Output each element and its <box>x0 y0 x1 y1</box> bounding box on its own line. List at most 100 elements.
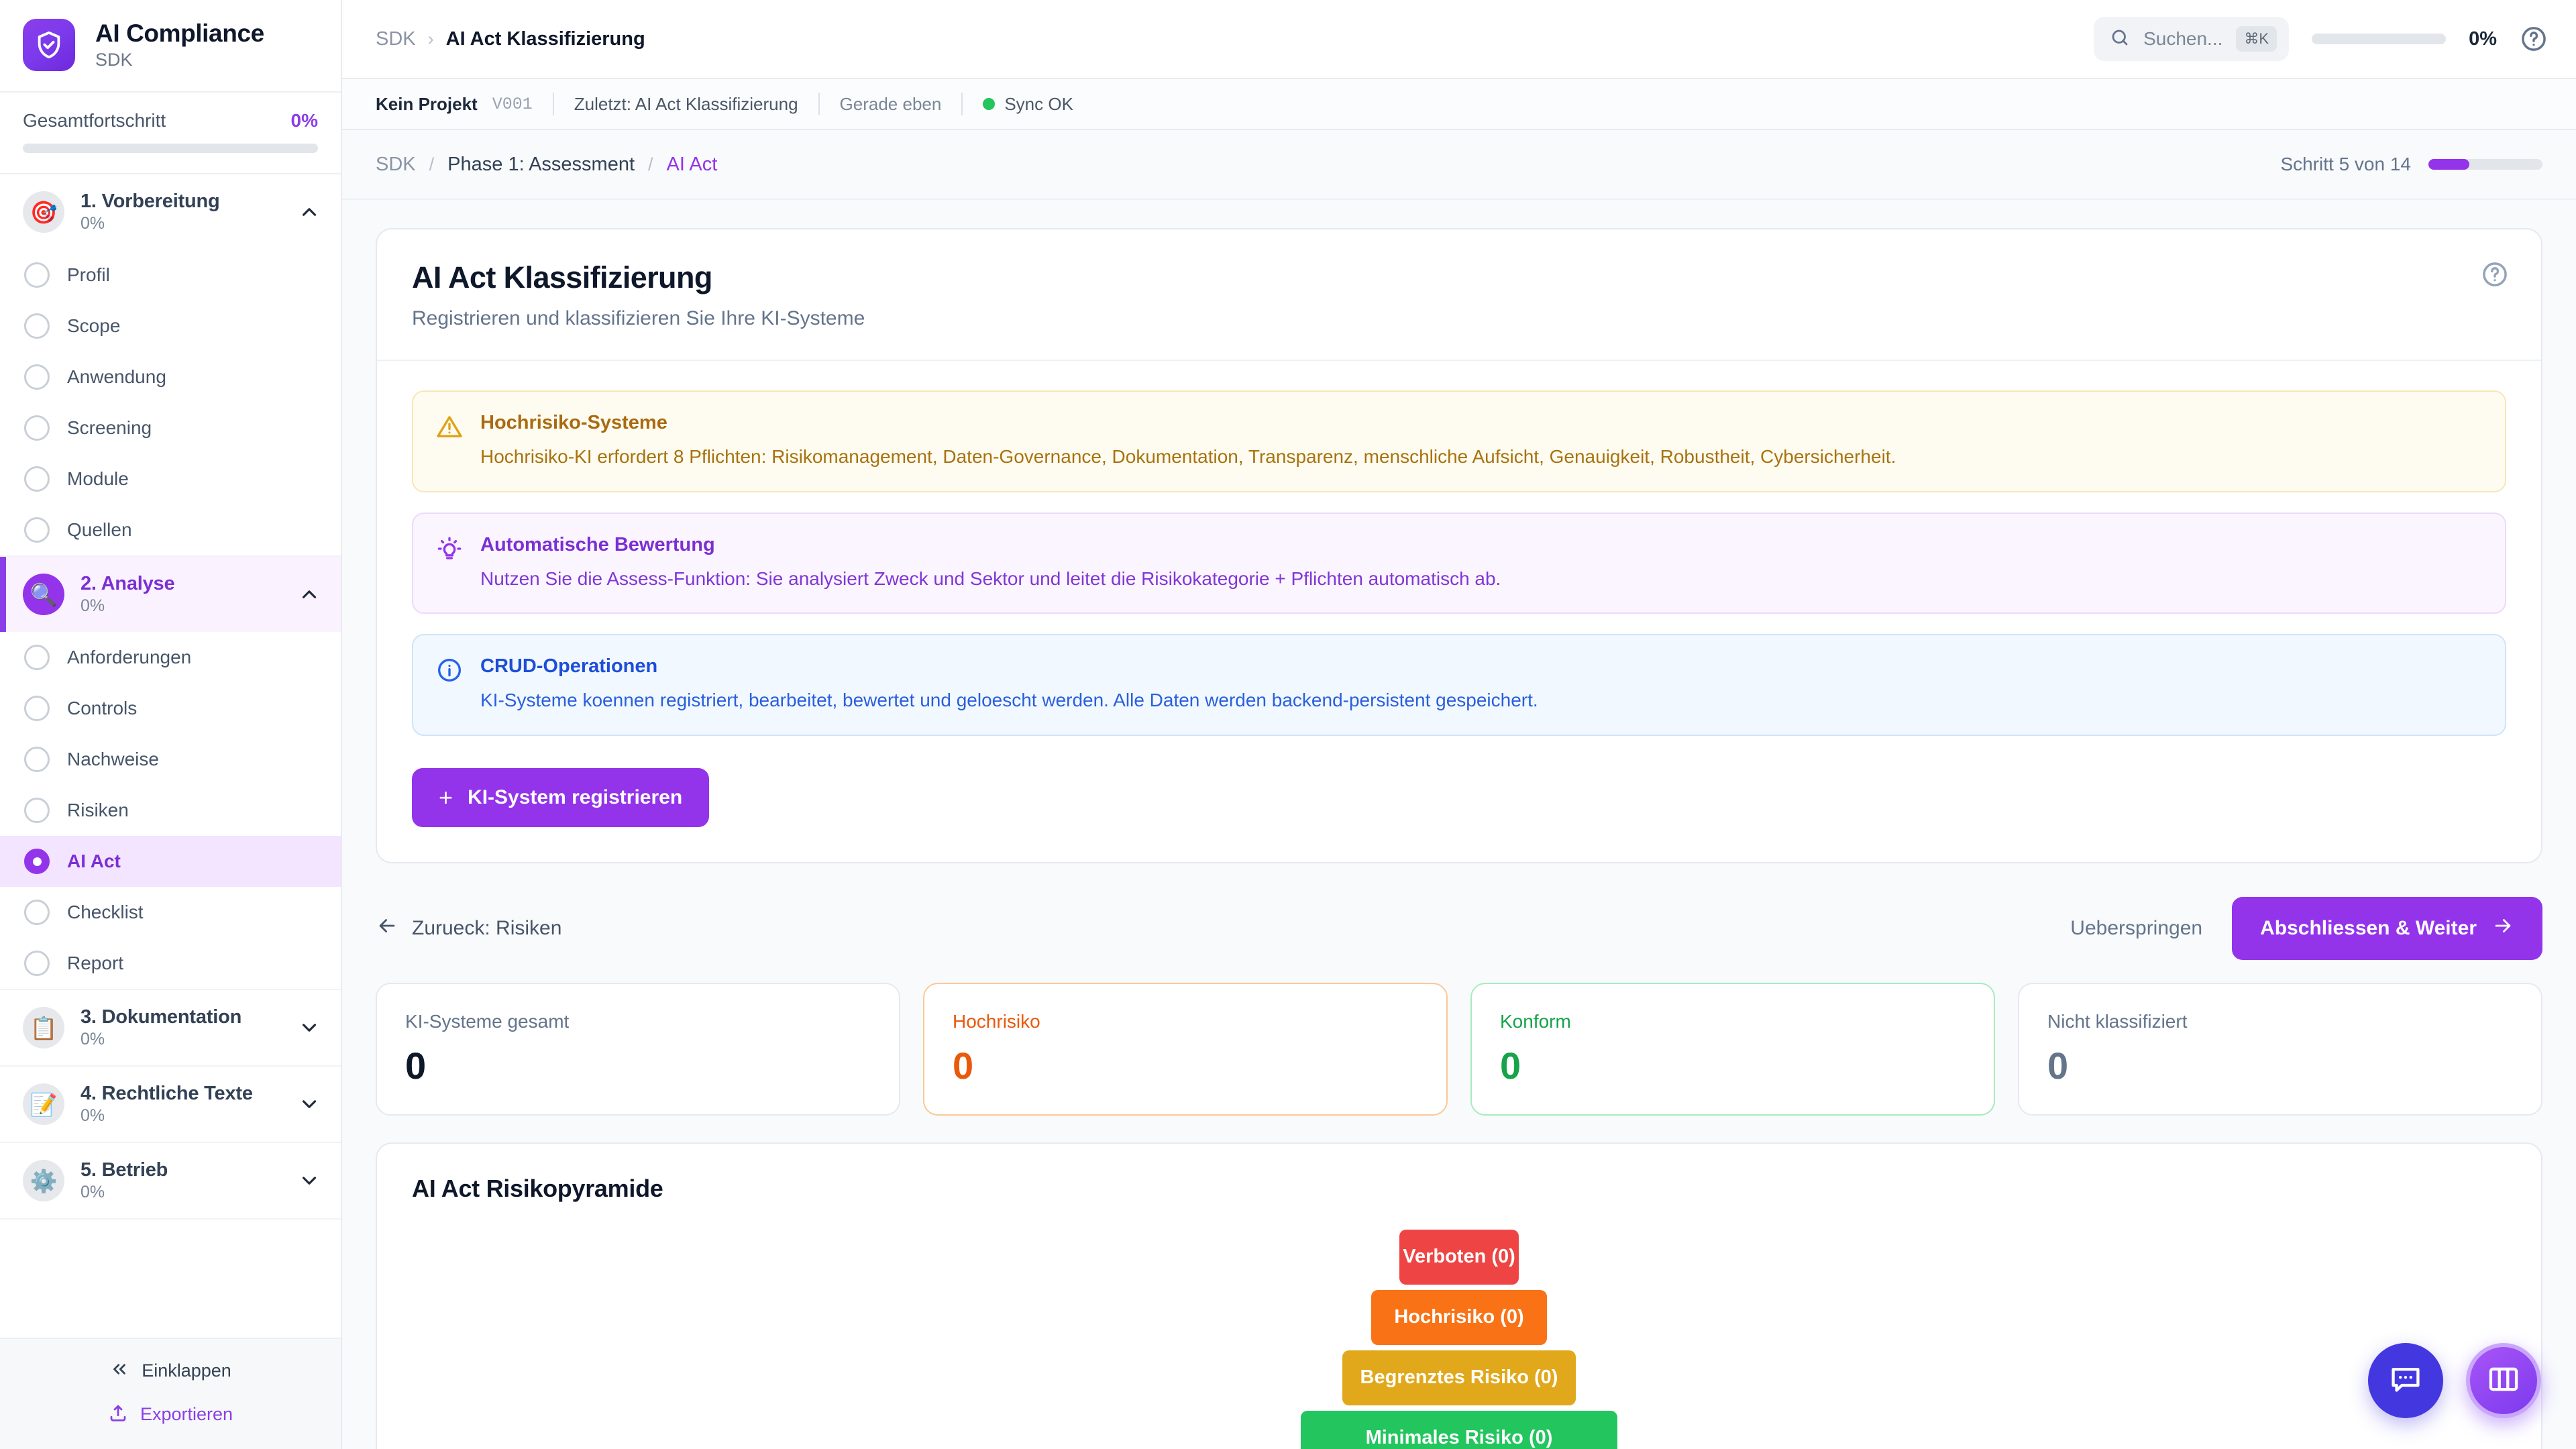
divider <box>818 93 820 115</box>
breadcrumb-item-1[interactable]: Phase 1: Assessment <box>447 153 635 175</box>
chevron-up-icon[interactable] <box>298 583 321 606</box>
stat-label: Nicht klassifiziert <box>2047 1010 2188 1032</box>
finish-and-continue-button[interactable]: Abschliessen & Weiter <box>2232 896 2542 960</box>
sidebar-item-nachweise[interactable]: Nachweise <box>0 734 341 785</box>
stat-label: Konform <box>1500 1010 1571 1032</box>
overall-progress-track <box>23 144 318 153</box>
sidebar-item-report[interactable]: Report <box>0 938 341 989</box>
help-circle-icon[interactable] <box>2520 25 2548 53</box>
stat-value: 0 <box>405 1044 427 1087</box>
sidebar-section-vorbereitung: 🎯 1. Vorbereitung 0% Profil Scope Anwendung Sc… <box>0 174 341 557</box>
sidebar-section-header-rechtliche-texte[interactable]: 📝 4. Rechtliche Texte 0% <box>0 1067 341 1142</box>
sidebar-item-anforderungen[interactable]: Anforderungen <box>0 632 341 683</box>
finish-button-label: Abschliessen & Weiter <box>2260 916 2477 939</box>
divider <box>961 93 963 115</box>
alert-title: Automatische Bewertung <box>480 533 715 555</box>
alert-text: KI-Systeme koennen registriert, bearbeit… <box>480 690 1538 711</box>
meta-last-action: Zuletzt: AI Act Klassifizierung <box>574 93 798 114</box>
sidebar-item-quellen[interactable]: Quellen <box>0 504 341 555</box>
section-emoji-icon: 🔍 <box>23 574 64 615</box>
search-input[interactable]: Suchen... ⌘K <box>2094 17 2290 61</box>
alert-text: Hochrisiko-KI erfordert 8 Pflichten: Ris… <box>480 446 1896 467</box>
sidebar-item-anwendung[interactable]: Anwendung <box>0 352 341 402</box>
alert-auto-assessment: Automatische Bewertung Nutzen Sie die As… <box>412 512 2506 614</box>
sidebar-section-rechtliche-texte: 📝 4. Rechtliche Texte 0% <box>0 1067 341 1143</box>
sidebar-item-controls[interactable]: Controls <box>0 683 341 734</box>
sidebar-item-screening[interactable]: Screening <box>0 402 341 453</box>
panel-fab-button[interactable] <box>2466 1343 2541 1418</box>
chevron-down-icon[interactable] <box>298 1016 321 1039</box>
sidebar-item-label: AI Act <box>67 851 121 871</box>
back-button[interactable]: Zurueck: Risiken <box>376 914 561 943</box>
section-emoji-icon: 🎯 <box>23 191 64 233</box>
chevrons-left-icon <box>109 1359 129 1383</box>
step-navigation: Zurueck: Risiken Ueberspringen Abschlies… <box>376 890 2542 983</box>
chevron-up-icon[interactable] <box>298 201 321 223</box>
sidebar-item-ai-act[interactable]: AI Act <box>0 836 341 887</box>
topbar-breadcrumb-root[interactable]: SDK <box>376 28 416 50</box>
register-ai-system-button[interactable]: + KI-System registrieren <box>412 767 710 827</box>
info-circle-icon <box>436 657 463 684</box>
content-scroll: AI Act Klassifizierung Registrieren und … <box>342 200 2576 1449</box>
sync-status-label: Sync OK <box>1004 93 1073 114</box>
arrow-right-icon <box>2491 914 2514 943</box>
sidebar-section-header-analyse[interactable]: 🔍 2. Analyse 0% <box>0 557 341 632</box>
topbar-breadcrumb: SDK › AI Act Klassifizierung <box>376 28 645 50</box>
alert-title: CRUD-Operationen <box>480 655 658 678</box>
export-button[interactable]: Exportieren <box>108 1403 233 1426</box>
collapse-sidebar-button[interactable]: Einklappen <box>109 1359 231 1383</box>
stats-grid: KI-Systeme gesamt 0 Hochrisiko 0 Konform 0 Nic… <box>376 982 2542 1116</box>
topbar-progress-percent: 0% <box>2469 28 2497 50</box>
skip-button[interactable]: Ueberspringen <box>2070 916 2203 939</box>
chevron-down-icon[interactable] <box>298 1169 321 1192</box>
breadcrumb-item-0[interactable]: SDK <box>376 153 416 175</box>
meta-time: Gerade eben <box>839 93 942 114</box>
upload-icon <box>108 1403 128 1426</box>
sidebar-item-module[interactable]: Module <box>0 453 341 504</box>
floating-action-buttons <box>2368 1343 2541 1418</box>
collapse-sidebar-label: Einklappen <box>142 1360 231 1381</box>
sidebar-item-scope[interactable]: Scope <box>0 301 341 352</box>
export-label: Exportieren <box>140 1404 233 1424</box>
sidebar-section-header-betrieb[interactable]: ⚙️ 5. Betrieb 0% <box>0 1143 341 1218</box>
sidebar-section-analyse: 🔍 2. Analyse 0% Anforderungen Controls Nachwe… <box>0 557 341 990</box>
section-percent: 0% <box>80 596 105 615</box>
help-circle-icon[interactable] <box>2481 260 2509 288</box>
search-icon <box>2110 28 2130 51</box>
sidebar-item-label: Module <box>67 468 129 489</box>
overall-progress-label: Gesamtfortschritt <box>23 110 166 131</box>
pyramid-tier-2: Begrenztes Risiko (0) <box>1342 1350 1576 1405</box>
alert-triangle-icon <box>436 413 463 440</box>
page-title: AI Act Klassifizierung <box>412 260 712 294</box>
sidebar-item-profil[interactable]: Profil <box>0 250 341 301</box>
sidebar-item-checklist[interactable]: Checklist <box>0 887 341 938</box>
stat-card-konform: Konform 0 <box>1470 982 1995 1116</box>
sidebar-section-dokumentation: 📋 3. Dokumentation 0% <box>0 990 341 1067</box>
metabar: Kein Projekt V001 Zuletzt: AI Act Klassi… <box>342 79 2576 130</box>
breadcrumb: SDK / Phase 1: Assessment / AI Act <box>376 154 717 176</box>
meta-project: Kein Projekt <box>376 93 478 114</box>
sidebar: AI Compliance SDK Gesamtfortschritt 0% 🎯… <box>0 0 342 1449</box>
sidebar-item-label: Checklist <box>67 902 144 922</box>
meta-version: V001 <box>492 94 533 114</box>
step-indicator: Schritt 5 von 14 <box>2280 154 2542 175</box>
sidebar-nav: 🎯 1. Vorbereitung 0% Profil Scope Anwendung Sc… <box>0 174 341 1338</box>
topbar-breadcrumb-current: AI Act Klassifizierung <box>445 28 645 50</box>
register-ai-system-label: KI-System registrieren <box>468 786 683 808</box>
radio-icon <box>24 415 50 441</box>
sidebar-section-header-dokumentation[interactable]: 📋 3. Dokumentation 0% <box>0 990 341 1065</box>
stat-value: 0 <box>953 1044 974 1087</box>
radio-icon <box>24 747 50 772</box>
section-percent: 0% <box>80 1030 105 1049</box>
radio-icon <box>24 900 50 925</box>
message-icon <box>2388 1362 2423 1400</box>
sidebar-item-risiken[interactable]: Risiken <box>0 785 341 836</box>
sidebar-section-header-vorbereitung[interactable]: 🎯 1. Vorbereitung 0% <box>0 174 341 250</box>
sidebar-item-label: Anforderungen <box>67 647 192 667</box>
chevron-down-icon[interactable] <box>298 1093 321 1116</box>
topbar-actions: Suchen... ⌘K 0% <box>2094 17 2548 61</box>
chat-fab-button[interactable] <box>2368 1343 2443 1418</box>
stat-card-nicht-klassifiziert: Nicht klassifiziert 0 <box>2018 982 2542 1116</box>
shield-check-icon <box>23 19 75 71</box>
stat-card-ki-systeme-gesamt: KI-Systeme gesamt 0 <box>376 982 900 1116</box>
